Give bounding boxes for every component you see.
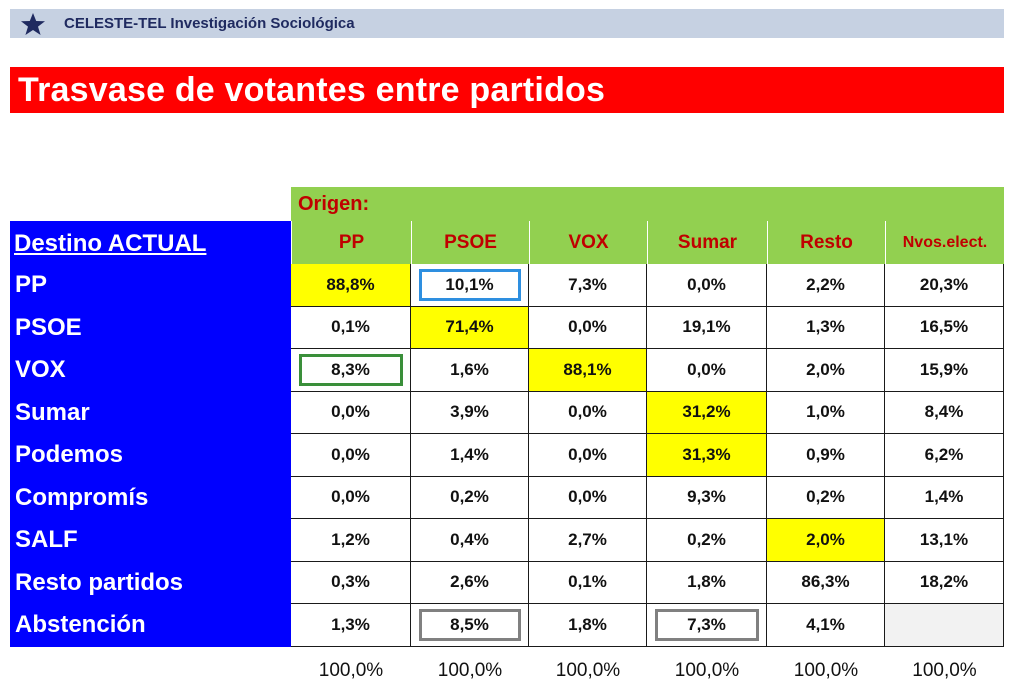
table-cell: 4,1%	[767, 604, 885, 647]
table-cell: 1,8%	[647, 561, 767, 604]
column-header: Nvos.elect.	[885, 221, 1004, 264]
column-total: 100,0%	[437, 660, 503, 681]
table-cell: 0,0%	[291, 476, 411, 519]
brand-name: CELESTE-TEL Investigación Sociológica	[64, 15, 355, 32]
column-header: VOX	[529, 221, 647, 264]
destino-panel	[10, 221, 291, 647]
table-cell: 0,2%	[411, 476, 529, 519]
table-cell: 8,3%	[291, 349, 411, 392]
table-cell: 0,2%	[647, 519, 767, 562]
table-cell: 1,3%	[291, 604, 411, 647]
table-cell: 0,0%	[647, 264, 767, 307]
table-cell: 2,0%	[767, 519, 885, 562]
destino-row-label: Abstención	[15, 611, 146, 638]
column-total: 100,0%	[674, 660, 740, 681]
table-cell: 7,3%	[647, 604, 767, 647]
table-cell: 3,9%	[411, 391, 529, 434]
table-cell: 8,4%	[885, 391, 1004, 434]
table-cell	[885, 604, 1004, 647]
column-total: 100,0%	[912, 660, 977, 681]
table-cell: 1,0%	[767, 391, 885, 434]
table-cell: 1,4%	[411, 434, 529, 477]
destino-heading: Destino ACTUAL	[14, 230, 207, 257]
table-cell: 2,7%	[529, 519, 647, 562]
destino-row-label: PSOE	[15, 313, 82, 341]
column-total: 100,0%	[318, 660, 384, 681]
table-cell: 13,1%	[885, 519, 1004, 562]
table-cell: 7,3%	[529, 264, 647, 307]
table-cell: 0,9%	[767, 434, 885, 477]
table-cell: 86,3%	[767, 561, 885, 604]
table-cell: 1,4%	[885, 476, 1004, 519]
table-cell: 6,2%	[885, 434, 1004, 477]
table-cell: 0,4%	[411, 519, 529, 562]
table-cell: 2,2%	[767, 264, 885, 307]
table-cell: 31,3%	[647, 434, 767, 477]
table-cell: 0,2%	[767, 476, 885, 519]
boxed-value: 7,3%	[654, 608, 759, 641]
table-cell: 0,3%	[291, 561, 411, 604]
destino-row-label: VOX	[15, 356, 66, 383]
destino-row-label: Compromís	[15, 483, 149, 511]
destino-row-label: Resto partidos	[15, 568, 184, 596]
column-header: PSOE	[411, 221, 529, 264]
origen-label: Origen:	[298, 192, 370, 215]
table-cell: 2,0%	[767, 349, 885, 392]
table-cell: 0,0%	[529, 434, 647, 477]
table-cell: 19,1%	[647, 306, 767, 349]
table-cell: 0,1%	[529, 561, 647, 604]
column-total: 100,0%	[793, 660, 859, 681]
destino-row-label: Podemos	[15, 441, 124, 468]
table-cell: 16,5%	[885, 306, 1004, 349]
table-cell: 1,2%	[291, 519, 411, 562]
table-cell: 88,8%	[291, 264, 411, 307]
table-cell: 0,0%	[291, 391, 411, 434]
title-bar: Trasvase de votantes entre partidos	[10, 67, 1004, 113]
table-cell: 2,6%	[411, 561, 529, 604]
table-cell: 1,8%	[529, 604, 647, 647]
table-cell: 0,0%	[529, 391, 647, 434]
table-cell: 1,3%	[767, 306, 885, 349]
table-cell: 8,5%	[411, 604, 529, 647]
table-cell: 0,0%	[529, 306, 647, 349]
table-cell: 10,1%	[411, 264, 529, 307]
table-cell: 0,0%	[647, 349, 767, 392]
page-title: Trasvase de votantes entre partidos	[18, 70, 606, 109]
destino-row-label: Sumar	[15, 398, 90, 426]
header-bar: CELESTE-TEL Investigación Sociológica	[10, 9, 1004, 38]
origen-bar: Origen:	[291, 187, 1004, 221]
boxed-value: 10,1%	[418, 268, 521, 301]
table-cell: 0,0%	[291, 434, 411, 477]
table-cell: 0,1%	[291, 306, 411, 349]
column-header: PP	[291, 221, 411, 264]
table-cell: 20,3%	[885, 264, 1004, 307]
transfer-table: 88,8% 10,1% 7,3% 0,0% 2,2% 20,3% 0,1% 71,4% 0,0%…	[291, 264, 1004, 647]
boxed-value: 8,5%	[418, 608, 521, 641]
table-cell: 15,9%	[885, 349, 1004, 392]
star-icon	[20, 12, 50, 36]
table-cell: 0,0%	[529, 476, 647, 519]
table-cell: 9,3%	[647, 476, 767, 519]
column-header: Sumar	[647, 221, 767, 264]
destino-row-label: PP	[15, 271, 48, 298]
column-total: 100,0%	[555, 660, 621, 681]
table-cell: 18,2%	[885, 561, 1004, 604]
table-cell: 71,4%	[411, 306, 529, 349]
boxed-value: 8,3%	[298, 353, 403, 386]
table-cell: 1,6%	[411, 349, 529, 392]
table-cell: 31,2%	[647, 391, 767, 434]
destino-row-label: SALF	[15, 526, 78, 553]
table-cell: 88,1%	[529, 349, 647, 392]
column-header: Resto	[767, 221, 885, 264]
